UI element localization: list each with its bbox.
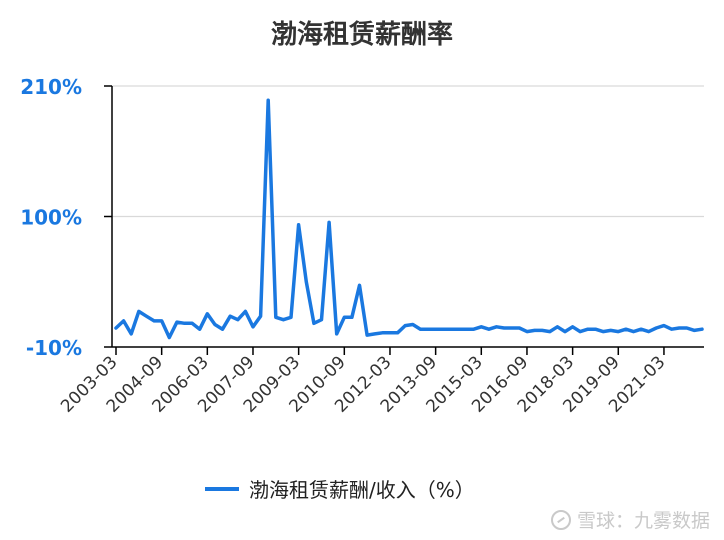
- y-tick-label: 210%: [20, 75, 82, 99]
- snowball-logo-icon: [550, 509, 571, 530]
- legend-label: 渤海租赁薪酬/收入（%）: [249, 478, 475, 502]
- y-tick-label: -10%: [26, 336, 82, 360]
- legend-swatch: [205, 486, 239, 491]
- y-tick-label: 100%: [20, 206, 82, 230]
- axes: [104, 85, 704, 355]
- watermark: 雪球：九雾数据: [550, 506, 710, 533]
- series-layer: [114, 98, 704, 340]
- x-tick-labels: 2003-032004-092006-032007-092009-032010-…: [57, 352, 669, 416]
- grid-lines: [112, 85, 704, 218]
- chart-title: 渤海租赁薪酬率: [270, 20, 453, 50]
- watermark-text: 雪球：九雾数据: [576, 510, 710, 532]
- series-line: [114, 98, 704, 340]
- legend[interactable]: 渤海租赁薪酬/收入（%）: [205, 474, 475, 503]
- y-tick-labels: 210% 100% -10%: [20, 75, 82, 360]
